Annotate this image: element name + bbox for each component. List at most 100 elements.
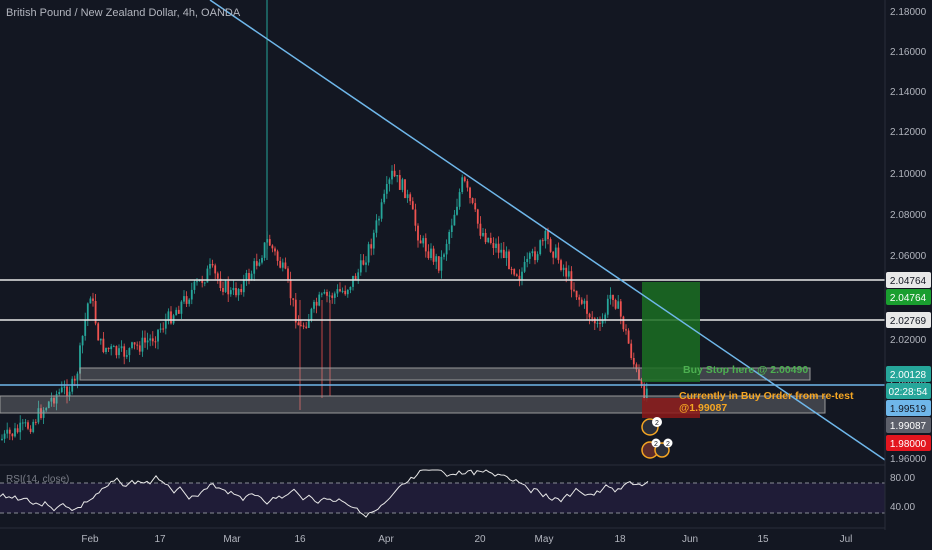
price-axis-tick: 2.14000 xyxy=(890,87,927,98)
time-axis-label: May xyxy=(535,534,554,545)
candle-body xyxy=(474,203,477,210)
candle-body xyxy=(141,337,144,352)
candle-body xyxy=(310,308,313,320)
price-axis-tick: 2.16000 xyxy=(890,47,927,58)
price-axis-tick: 2.18000 xyxy=(890,7,927,18)
time-axis-label: Feb xyxy=(81,534,99,545)
symbol-title: British Pound / New Zealand Dollar, 4h, … xyxy=(6,7,241,19)
candle-body xyxy=(149,338,152,341)
rsi-axis-tick: 80.00 xyxy=(890,473,915,484)
candle-body xyxy=(409,194,412,202)
candle-body xyxy=(92,298,94,301)
candle-body xyxy=(222,288,224,292)
candle-body xyxy=(294,299,297,323)
candle-body xyxy=(190,289,193,300)
buy-stop-annotation[interactable]: Buy Stop here @ 2.00490 xyxy=(683,364,808,376)
candle-body xyxy=(157,329,159,342)
event-count-badge xyxy=(663,438,673,448)
candle-body xyxy=(440,256,443,271)
price-tag[interactable] xyxy=(886,366,931,382)
candle-body xyxy=(63,386,66,388)
price-tag[interactable] xyxy=(886,289,931,305)
candle-body xyxy=(8,429,11,434)
candle-body xyxy=(424,238,427,252)
candle-body xyxy=(105,347,107,352)
candle-body xyxy=(136,344,139,346)
candle-body xyxy=(583,300,586,304)
candle-body xyxy=(112,346,115,348)
candle-body xyxy=(258,262,261,266)
candle-body xyxy=(404,179,406,198)
candle-body xyxy=(604,314,607,320)
retest-zone-lower[interactable] xyxy=(0,395,826,414)
candle-body xyxy=(378,218,380,221)
retest-zone-upper[interactable] xyxy=(79,367,811,381)
time-axis-label: 20 xyxy=(474,534,486,545)
candle-body xyxy=(76,373,79,381)
candle-body xyxy=(445,243,448,255)
candle-body xyxy=(123,346,126,357)
candle-body xyxy=(229,290,232,295)
candlestick-series xyxy=(1,0,648,443)
price-tag[interactable] xyxy=(886,272,931,288)
candle-body xyxy=(24,422,27,424)
price-tag[interactable] xyxy=(886,383,931,399)
candle-body xyxy=(144,337,146,343)
candle-body xyxy=(352,275,354,287)
candle-body xyxy=(510,269,513,270)
candle-body xyxy=(313,301,315,309)
candle-body xyxy=(448,232,451,244)
candle-body xyxy=(627,330,630,344)
price-tag-label: 1.99519 xyxy=(890,404,927,415)
candle-body xyxy=(437,256,440,271)
event-count-text: 2 xyxy=(654,441,658,448)
candle-body xyxy=(300,325,302,327)
price-tag[interactable] xyxy=(886,400,931,416)
candle-body xyxy=(3,433,6,439)
candle-body xyxy=(398,175,401,190)
long-position-stop-zone[interactable] xyxy=(642,398,700,418)
candle-body xyxy=(632,358,635,365)
candle-body xyxy=(523,262,526,272)
current-order-annotation-line2[interactable]: @1.99087 xyxy=(679,402,727,414)
candle-body xyxy=(14,428,16,437)
candle-body xyxy=(237,289,240,296)
candle-body xyxy=(232,288,235,291)
candle-body xyxy=(326,292,328,296)
candle-body xyxy=(250,273,253,281)
candle-body xyxy=(175,309,178,316)
candle-body xyxy=(508,251,510,269)
price-tag[interactable] xyxy=(886,312,931,328)
rsi-band-background xyxy=(0,483,885,513)
candle-body xyxy=(505,251,508,258)
time-axis-label: 17 xyxy=(154,534,166,545)
candle-body xyxy=(45,408,48,411)
candle-body xyxy=(567,271,570,277)
candle-body xyxy=(393,170,396,177)
candle-body xyxy=(372,232,375,249)
long-position-target-zone[interactable] xyxy=(642,282,700,382)
candle-body xyxy=(549,239,552,252)
candle-body xyxy=(261,257,263,263)
time-axis[interactable]: Feb 17 Mar 16 Apr 20 May 18 Jun 15 Jul xyxy=(81,534,852,545)
candle-body xyxy=(435,256,438,262)
price-tag[interactable] xyxy=(886,435,931,451)
current-order-annotation-line1[interactable]: Currently in Buy Order from re-test xyxy=(679,390,854,402)
descending-trendline[interactable] xyxy=(209,0,886,461)
candle-body xyxy=(479,223,482,236)
event-badge-flag-group-2[interactable]: 2 2 xyxy=(641,438,673,459)
price-tag[interactable] xyxy=(886,417,931,433)
candle-body xyxy=(203,282,206,284)
candle-body xyxy=(216,273,219,279)
candle-body xyxy=(528,253,531,259)
candle-body xyxy=(170,311,172,324)
candle-body xyxy=(362,260,365,265)
candle-body xyxy=(461,177,464,192)
candle-body xyxy=(630,343,633,358)
event-badge-flag-group[interactable]: 2 xyxy=(641,417,662,436)
candle-body xyxy=(47,401,50,408)
candle-body xyxy=(284,262,287,269)
candle-body xyxy=(427,251,430,258)
candle-body xyxy=(625,329,627,331)
